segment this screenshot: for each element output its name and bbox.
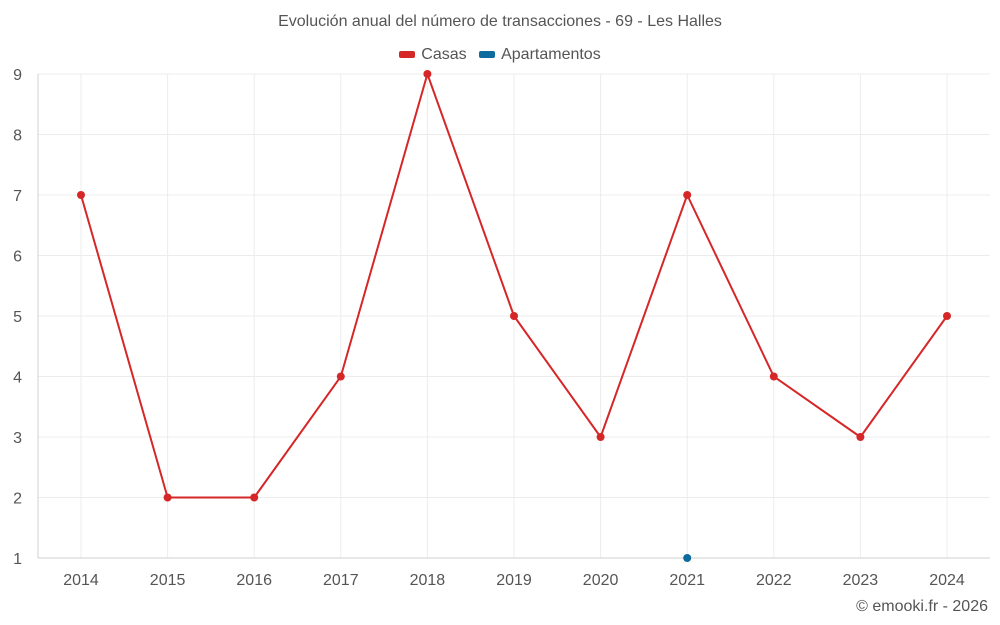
x-tick-label: 2022 [756, 572, 792, 589]
y-tick-label: 3 [13, 430, 22, 447]
y-tick-label: 2 [13, 491, 22, 508]
x-tick-label: 2014 [63, 572, 99, 589]
y-tick-label: 5 [13, 309, 22, 326]
data-point-casas [163, 493, 172, 502]
chart-title: Evolución anual del número de transaccio… [278, 13, 722, 30]
data-point-casas [423, 70, 432, 78]
x-tick-label: 2019 [496, 572, 532, 589]
axes: 1 2 3 4 5 6 7 8 9 2014 2015 2016 2017 2018 2019 2020 202… [13, 67, 990, 589]
data-point-casas [769, 372, 778, 381]
data-point-casas [943, 312, 951, 320]
x-tick-label: 2015 [150, 572, 186, 589]
data-point-casas [856, 433, 865, 441]
legend-label-apartamentos: Apartamentos [501, 45, 601, 63]
x-tick-label: 2021 [669, 572, 705, 589]
y-tick-label: 4 [13, 370, 22, 387]
x-tick-label: 2016 [236, 572, 272, 589]
series [77, 70, 951, 562]
legend-swatch-apartamentos [479, 51, 496, 58]
y-tick-label: 9 [13, 67, 22, 84]
data-point-casas [596, 433, 605, 441]
legend: Casas Apartamentos [0, 45, 1000, 64]
x-tick-label: 2018 [410, 572, 446, 589]
y-tick-label: 6 [13, 249, 22, 266]
data-point-casas [336, 372, 345, 381]
data-point-apartamentos [683, 554, 692, 562]
credit-text: © emooki.fr - 2026 [856, 598, 988, 615]
x-tick-label: 2020 [583, 572, 619, 589]
y-tick-label: 1 [13, 551, 22, 568]
legend-swatch-casas [399, 51, 416, 58]
legend-item-casas[interactable]: Casas [399, 45, 467, 64]
legend-label-casas: Casas [421, 45, 467, 63]
legend-item-apartamentos[interactable]: Apartamentos [479, 46, 601, 64]
x-tick-label: 2023 [843, 572, 879, 589]
data-point-casas [250, 493, 259, 502]
x-tick-label: 2017 [323, 572, 359, 589]
x-tick-label: 2024 [929, 572, 965, 589]
data-point-casas [683, 191, 692, 199]
data-point-casas [77, 191, 85, 199]
y-tick-label: 7 [13, 188, 22, 205]
data-point-casas [510, 312, 518, 320]
y-tick-label: 8 [13, 128, 22, 145]
